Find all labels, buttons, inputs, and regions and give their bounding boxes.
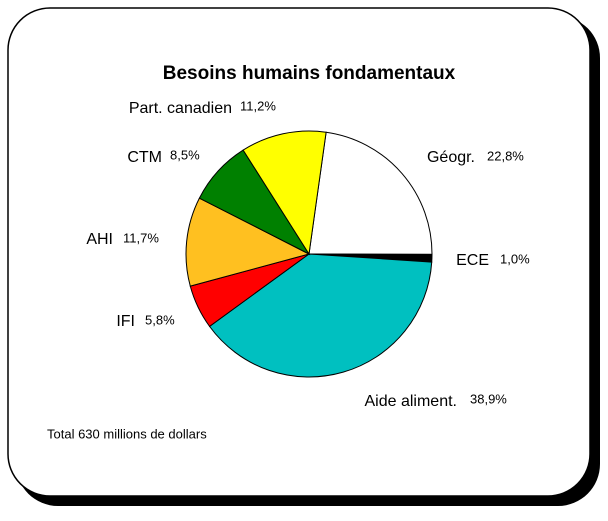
slice-value-label: 22,8%	[487, 148, 524, 163]
slice-name: Géogr.	[427, 149, 475, 166]
pie-slice	[308, 131, 433, 255]
pie	[185, 130, 433, 378]
slice-name: Part. canadien	[129, 100, 232, 117]
note: Total 630 millions de dollars	[47, 426, 207, 441]
slice-name: IFI	[116, 313, 135, 330]
pie-slice	[185, 197, 311, 287]
slice-name: Aide aliment.	[365, 393, 458, 410]
slice-value-label: 38,9%	[470, 391, 507, 406]
slice-value-label: 5,8%	[145, 312, 175, 327]
slice-value-label: 1,0%	[500, 251, 530, 266]
pie-slice	[242, 130, 327, 256]
chart-title: Besoins humains fondamentaux	[163, 63, 456, 84]
labels: Géogr. 22,8% ECE 1,0% Aide aliment. 38,9% IFI 5…	[86, 98, 530, 410]
slice-value-label: 11,7%	[123, 230, 159, 245]
slice-name: AHI	[86, 231, 113, 248]
slice-name: ECE	[456, 252, 489, 269]
pie-slice	[208, 253, 433, 378]
slice-value-label: 11,2%	[240, 98, 276, 113]
slice-value-label: 8,5%	[170, 147, 200, 162]
slice-name: CTM	[127, 149, 162, 166]
